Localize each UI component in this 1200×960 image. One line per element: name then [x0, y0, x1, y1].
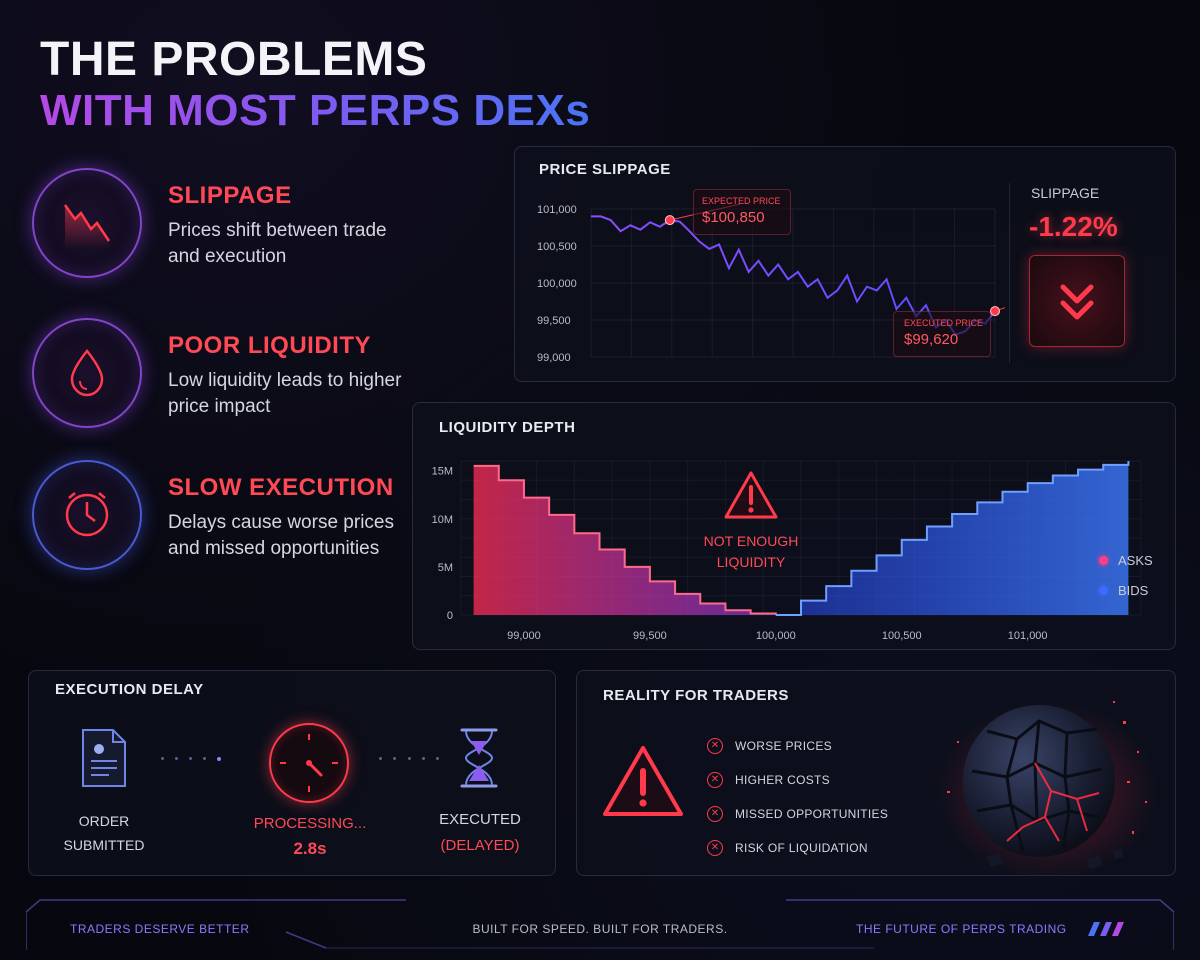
slippage-value: -1.22%: [1029, 211, 1118, 242]
expected-price-point: [664, 215, 675, 226]
x-tick-label: 99,000: [507, 630, 541, 642]
list-item: ✕ RISK OF LIQUIDATION: [707, 831, 937, 865]
list-item: ✕ WORSE PRICES: [707, 729, 937, 763]
hourglass-icon: [459, 727, 499, 789]
problem-desc: Prices shift between trade and execution: [168, 220, 387, 267]
warning-triangle-icon: [723, 469, 779, 521]
reality-list: ✕ WORSE PRICES ✕ HIGHER COSTS ✕ MISSED O…: [707, 729, 937, 865]
y-tick-label: 99,000: [537, 352, 571, 364]
x-tick-label: 101,000: [1008, 630, 1048, 642]
execution-delay-panel: EXECUTION DELAY ORDER SUBMITTED PROCESSI…: [28, 670, 556, 876]
x-circle-icon: ✕: [707, 772, 723, 788]
y-tick-label: 0: [447, 610, 453, 622]
problem-slow-execution: SLOW EXECUTION Delays cause worse prices…: [32, 460, 412, 580]
expected-price-tag: EXPECTED PRICE $100,850: [693, 189, 791, 235]
executed-price-tag: EXECUTED PRICE $99,620: [893, 311, 991, 357]
x-tick-label: 99,500: [633, 630, 667, 642]
problem-desc: Low liquidity leads to higher price impa…: [168, 370, 402, 417]
slash-stripes-icon: [1088, 922, 1128, 936]
liquidity-warning: NOT ENOUGH LIQUIDITY: [703, 533, 799, 570]
asks-swatch: [1099, 556, 1108, 565]
legend-bids: BIDS: [1099, 583, 1148, 598]
cracked-sphere-illustration: [927, 681, 1167, 875]
x-tick-label: 100,500: [882, 630, 922, 642]
liquidity-depth-chart: 15M 10M 5M 0 99,000 99,500 100,000 100,500 101,0…: [432, 460, 1142, 642]
bids-legend-label: BIDS: [1118, 583, 1149, 598]
x-circle-icon: ✕: [707, 806, 723, 822]
problem-title: POOR LIQUIDITY: [168, 332, 372, 359]
legend-asks: ASKS: [1099, 553, 1153, 568]
reality-item: RISK OF LIQUIDATION: [735, 841, 868, 855]
footer-center: BUILT FOR SPEED. BUILT FOR TRADERS.: [472, 922, 728, 936]
panel-title: REALITY FOR TRADERS: [603, 687, 789, 704]
page-title: THE PROBLEMS: [40, 33, 428, 86]
price-series-line: [591, 215, 996, 337]
step-processing: PROCESSING...: [253, 815, 367, 832]
document-icon: [79, 727, 129, 789]
y-tick-label: 10M: [432, 514, 453, 526]
expected-price-label: EXPECTED PRICE: [702, 196, 781, 206]
slippage-label: SLIPPAGE: [1031, 185, 1100, 201]
footer-bar: TRADERS DESERVE BETTER BUILT FOR SPEED. …: [26, 898, 1174, 950]
asks-line: [473, 464, 777, 615]
step-order-submitted: ORDER SUBMITTED: [63, 813, 145, 853]
list-item: ✕ MISSED OPPORTUNITIES: [707, 797, 937, 831]
falling-chart-icon: [32, 168, 142, 278]
executed-price-point: [990, 306, 1000, 317]
timer-icon: [269, 723, 349, 803]
progress-dots: [161, 757, 221, 761]
bids-area: [775, 461, 1129, 615]
processing-time: 2.8s: [293, 839, 327, 858]
droplet-icon: [32, 318, 142, 428]
reality-item: MISSED OPPORTUNITIES: [735, 807, 889, 821]
problem-slippage: SLIPPAGE Prices shift between trade and …: [32, 168, 412, 288]
executed-price-label: EXECUTED PRICE: [904, 318, 984, 328]
panel-title: EXECUTION DELAY: [55, 681, 204, 698]
liquidity-depth-panel: LIQUIDITY DEPTH 15M 10M 5M 0 99,000 99,500 100…: [412, 402, 1176, 650]
y-tick-label: 100,000: [537, 278, 577, 290]
page-subtitle: WITH MOST PERPS DEXs: [40, 86, 591, 135]
progress-dots: [379, 757, 439, 761]
y-tick-label: 5M: [438, 562, 453, 574]
executed-price-value: $99,620: [904, 331, 959, 348]
problem-liquidity: POOR LIQUIDITY Low liquidity leads to hi…: [32, 318, 412, 438]
x-circle-icon: ✕: [707, 840, 723, 856]
bids-swatch: [1099, 586, 1108, 595]
list-item: ✕ HIGHER COSTS: [707, 763, 937, 797]
price-slippage-panel: PRICE SLIPPAGE 101,000 100,500 100,000 99,5…: [514, 146, 1176, 382]
panel-title: PRICE SLIPPAGE: [539, 161, 671, 178]
reality-item: HIGHER COSTS: [735, 773, 830, 787]
double-chevron-down-icon: [1029, 255, 1125, 347]
panel-title: LIQUIDITY DEPTH: [439, 419, 576, 436]
footer-left: TRADERS DESERVE BETTER: [70, 922, 250, 936]
x-tick-label: 100,000: [756, 630, 796, 642]
clock-icon: [32, 460, 142, 570]
executed-delayed-note: (DELAYED): [440, 837, 520, 854]
expected-price-value: $100,850: [702, 209, 765, 226]
footer-right: THE FUTURE OF PERPS TRADING: [856, 922, 1067, 936]
asks-legend-label: ASKS: [1118, 553, 1153, 568]
reality-item: WORSE PRICES: [735, 739, 832, 753]
warning-triangle-icon: [601, 743, 685, 819]
y-tick-label: 100,500: [537, 241, 577, 253]
bids-line: [775, 461, 1130, 616]
x-circle-icon: ✕: [707, 738, 723, 754]
y-tick-label: 15M: [432, 466, 453, 478]
problem-desc: Delays cause worse prices and missed opp…: [168, 512, 394, 559]
reality-panel: REALITY FOR TRADERS ✕ WORSE PRICES ✕ HIG…: [576, 670, 1176, 876]
y-tick-label: 101,000: [537, 204, 577, 216]
y-tick-label: 99,500: [537, 315, 571, 327]
problem-title: SLOW EXECUTION: [168, 474, 394, 501]
step-executed: EXECUTED: [439, 811, 521, 828]
problem-title: SLIPPAGE: [168, 182, 292, 209]
